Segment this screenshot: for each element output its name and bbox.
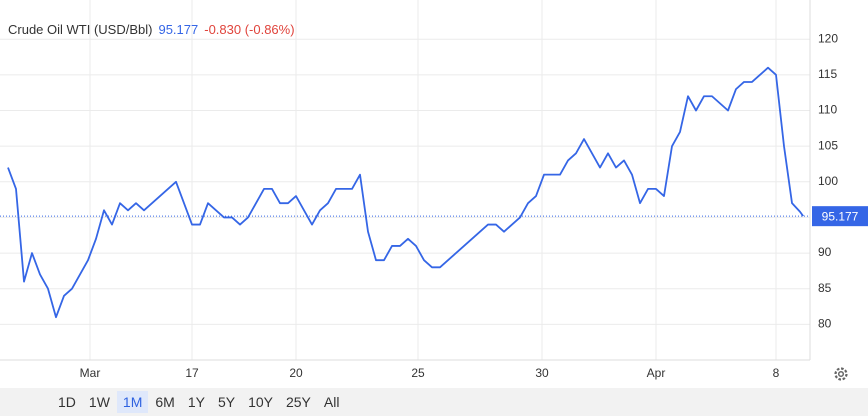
range-button[interactable]: 1M [116, 391, 149, 413]
y-tick-label: 90 [818, 245, 832, 259]
y-tick-label: 110 [818, 103, 837, 117]
y-tick-label: 120 [818, 31, 838, 45]
range-button[interactable]: All [318, 391, 346, 413]
settings-icon[interactable] [832, 365, 850, 383]
range-button[interactable]: 25Y [280, 391, 317, 413]
y-tick-label: 105 [818, 138, 838, 152]
x-tick-label: 30 [535, 366, 549, 380]
range-button[interactable]: 1W [83, 391, 116, 413]
price-change: -0.830 (-0.86%) [204, 22, 295, 37]
range-button[interactable]: 10Y [242, 391, 279, 413]
x-tick-label: 17 [185, 366, 199, 380]
chart: 80859095100105110115120Mar17202530Apr895… [0, 0, 868, 380]
header: Crude Oil WTI (USD/Bbl) 95.177 -0.830 (-0.… [8, 22, 301, 37]
instrument-title: Crude Oil WTI (USD/Bbl) [8, 22, 153, 37]
last-price: 95.177 [158, 22, 199, 37]
y-tick-label: 100 [818, 174, 838, 188]
x-tick-label: 8 [773, 366, 780, 380]
price-line [7, 66, 804, 319]
range-button[interactable]: 1D [52, 391, 82, 413]
x-tick-label: 20 [289, 366, 303, 380]
y-tick-label: 115 [818, 67, 837, 81]
y-tick-label: 85 [818, 281, 832, 295]
range-button[interactable]: 1Y [182, 391, 211, 413]
x-tick-label: Apr [647, 366, 666, 380]
x-tick-label: Mar [80, 366, 101, 380]
range-button[interactable]: 5Y [212, 391, 241, 413]
x-tick-label: 25 [411, 366, 425, 380]
y-tick-label: 80 [818, 317, 832, 331]
last-price-label: 95.177 [822, 209, 859, 223]
range-button[interactable]: 6M [149, 391, 180, 413]
last-price-badge [812, 206, 868, 227]
range-bar: 1D 1W 1M 6M 1Y 5Y 10Y 25Y All [0, 388, 868, 416]
